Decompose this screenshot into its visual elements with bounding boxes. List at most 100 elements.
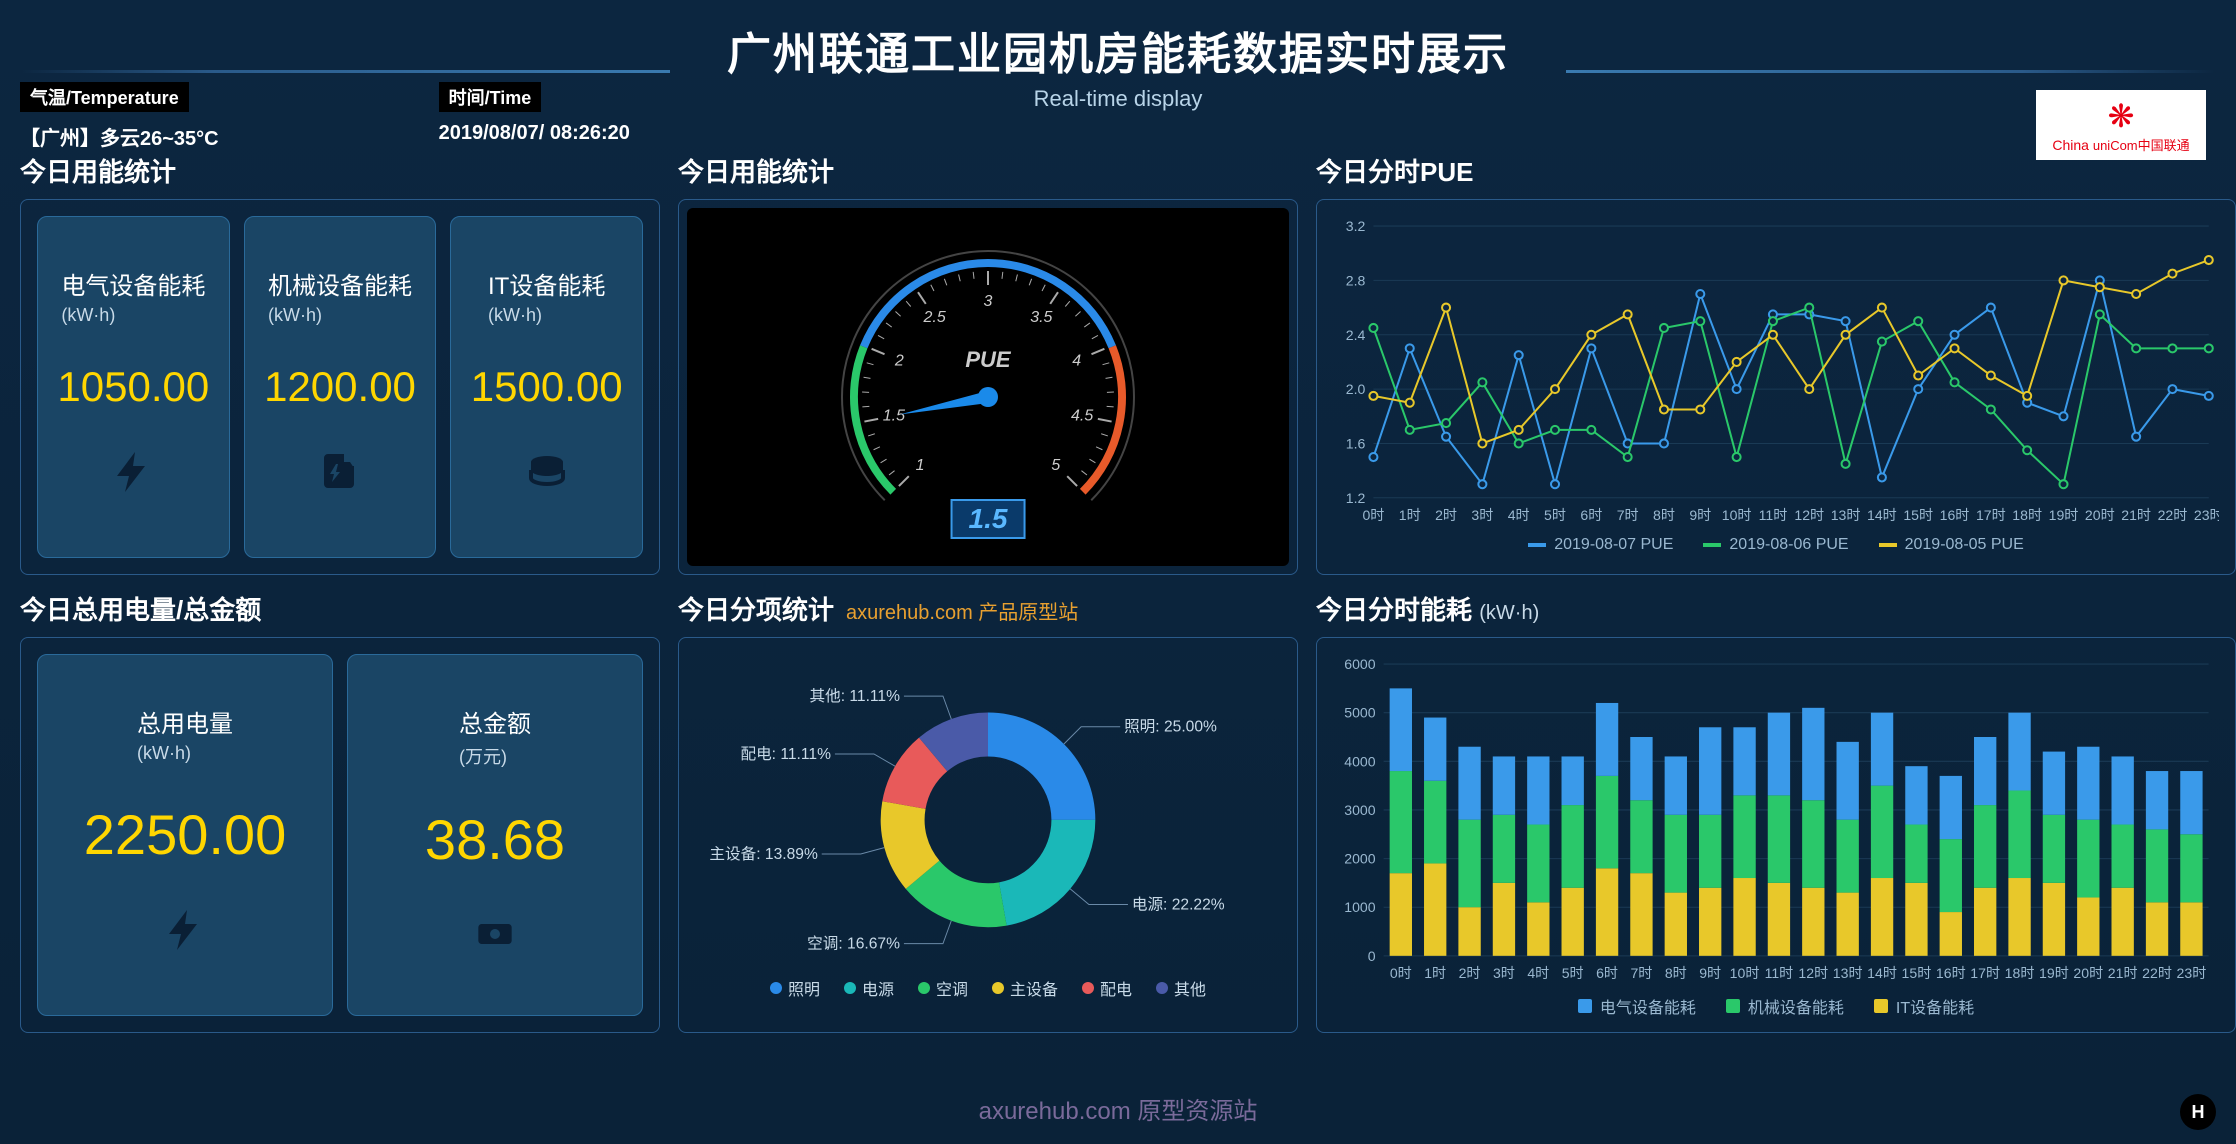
bolt-icon	[161, 906, 209, 966]
brand-logo: ❋ China uniCom中国联通	[2036, 90, 2206, 160]
svg-text:0时: 0时	[1390, 965, 1412, 981]
legend-item: 机械设备能耗	[1726, 994, 1844, 1018]
svg-text:20时: 20时	[2085, 507, 2115, 523]
stat-card: IT设备能耗(kW·h) 1500.00	[450, 216, 643, 558]
page-title: 广州联通工业园机房能耗数据实时展示	[0, 18, 2236, 82]
stat-card: 机械设备能耗(kW·h) 1200.00	[244, 216, 437, 558]
svg-text:5时: 5时	[1544, 507, 1566, 523]
svg-text:8时: 8时	[1665, 965, 1687, 981]
svg-text:5000: 5000	[1344, 705, 1375, 721]
svg-text:1: 1	[916, 457, 925, 474]
svg-text:1.6: 1.6	[1346, 435, 1366, 451]
svg-text:1时: 1时	[1424, 965, 1446, 981]
svg-text:9时: 9时	[1699, 965, 1721, 981]
svg-text:5: 5	[1051, 457, 1060, 474]
svg-text:14时: 14时	[1867, 507, 1897, 523]
svg-text:1时: 1时	[1399, 507, 1421, 523]
svg-text:8时: 8时	[1653, 507, 1675, 523]
svg-text:照明: 25.00%: 照明: 25.00%	[1124, 718, 1217, 736]
svg-text:7时: 7时	[1630, 965, 1652, 981]
gauge-label: PUE	[965, 347, 1010, 373]
svg-text:1.5: 1.5	[883, 408, 905, 425]
svg-text:17时: 17时	[1970, 965, 2000, 981]
svg-text:配电: 11.11%: 配电: 11.11%	[740, 745, 831, 763]
svg-text:2: 2	[894, 352, 904, 369]
svg-text:主设备: 13.89%: 主设备: 13.89%	[709, 845, 818, 863]
svg-text:7时: 7时	[1617, 507, 1639, 523]
stat-card: 总金额(万元) 38.68	[347, 654, 643, 1016]
svg-text:2.4: 2.4	[1346, 327, 1366, 343]
svg-text:3.2: 3.2	[1346, 218, 1366, 234]
svg-text:12时: 12时	[1794, 507, 1824, 523]
svg-text:23时: 23时	[2194, 507, 2219, 523]
svg-text:16时: 16时	[1936, 965, 1966, 981]
svg-text:3000: 3000	[1344, 802, 1375, 818]
svg-text:5时: 5时	[1562, 965, 1584, 981]
svg-text:0: 0	[1368, 948, 1376, 964]
svg-text:21时: 21时	[2121, 507, 2151, 523]
bolt-icon	[109, 448, 157, 508]
svg-text:6000: 6000	[1344, 656, 1375, 672]
legend-item: 电源	[844, 976, 894, 1000]
legend-item: 配电	[1082, 976, 1132, 1000]
svg-text:18时: 18时	[2012, 507, 2042, 523]
svg-text:15时: 15时	[1902, 965, 1932, 981]
time-block: 时间/Time 2019/08/07/ 08:26:20	[439, 82, 630, 151]
temperature-value: 【广州】多云26~35°C	[20, 122, 219, 151]
temperature-label: 气温/Temperature	[20, 82, 189, 112]
charger-icon	[316, 448, 364, 508]
svg-text:3时: 3时	[1493, 965, 1515, 981]
donut-link[interactable]: axurehub.com 产品原型站	[846, 602, 1078, 624]
svg-text:14时: 14时	[1867, 965, 1897, 981]
svg-text:4000: 4000	[1344, 753, 1375, 769]
svg-text:16时: 16时	[1940, 507, 1970, 523]
svg-text:4.5: 4.5	[1071, 408, 1093, 425]
svg-text:18时: 18时	[2005, 965, 2035, 981]
svg-text:1.2: 1.2	[1346, 490, 1366, 506]
panel-hourly-bar: 今日分时能耗 (kW·h) 01000200030004000500060000…	[1316, 590, 2236, 1030]
svg-text:3: 3	[984, 293, 993, 310]
svg-text:10时: 10时	[1730, 965, 1760, 981]
svg-text:23时: 23时	[2177, 965, 2207, 981]
legend-item: 2019-08-05 PUE	[1879, 536, 2024, 554]
svg-text:6时: 6时	[1580, 507, 1602, 523]
panel-totals: 今日总用电量/总金额 总用电量(kW·h) 2250.00 总金额(万元) 38…	[20, 590, 660, 1030]
svg-text:15时: 15时	[1903, 507, 1933, 523]
temperature-block: 气温/Temperature 【广州】多云26~35°C	[20, 82, 219, 151]
panel-gauge: 今日用能统计 11.522.533.544.55 PUE 1.5	[678, 152, 1298, 572]
svg-text:4: 4	[1072, 352, 1081, 369]
stat-card: 总用电量(kW·h) 2250.00	[37, 654, 333, 1016]
legend-item: 电气设备能耗	[1578, 994, 1696, 1018]
panel-donut: 今日分项统计axurehub.com 产品原型站 照明: 25.00%电源: 2…	[678, 590, 1298, 1030]
svg-text:17时: 17时	[1976, 507, 2006, 523]
svg-text:2.5: 2.5	[923, 309, 946, 326]
svg-text:2.0: 2.0	[1346, 381, 1366, 397]
legend-item: 其他	[1156, 976, 1206, 1000]
svg-text:4时: 4时	[1527, 965, 1549, 981]
svg-text:13时: 13时	[1831, 507, 1861, 523]
svg-text:22时: 22时	[2142, 965, 2172, 981]
time-label: 时间/Time	[439, 82, 542, 112]
svg-text:1000: 1000	[1344, 899, 1375, 915]
cash-icon	[467, 911, 523, 966]
svg-text:19时: 19时	[2039, 965, 2069, 981]
panel-pue-line: 今日分时PUE 1.21.62.02.42.83.20时1时2时3时4时5时6时…	[1316, 152, 2236, 572]
svg-text:2时: 2时	[1435, 507, 1457, 523]
svg-text:0时: 0时	[1362, 507, 1384, 523]
svg-text:其他: 11.11%: 其他: 11.11%	[809, 687, 900, 705]
svg-text:12时: 12时	[1798, 965, 1828, 981]
coins-icon	[523, 448, 571, 508]
footer-badge-icon[interactable]: H	[2180, 1094, 2216, 1130]
gauge-readout: 1.5	[951, 499, 1026, 539]
svg-text:6时: 6时	[1596, 965, 1618, 981]
stat-card: 电气设备能耗(kW·h) 1050.00	[37, 216, 230, 558]
legend-item: 2019-08-07 PUE	[1528, 536, 1673, 554]
svg-text:4时: 4时	[1508, 507, 1530, 523]
time-value: 2019/08/07/ 08:26:20	[439, 122, 630, 145]
legend-item: 照明	[770, 976, 820, 1000]
legend-item: IT设备能耗	[1874, 994, 1974, 1018]
svg-text:11时: 11时	[1759, 507, 1788, 523]
svg-text:10时: 10时	[1722, 507, 1752, 523]
svg-text:20时: 20时	[2073, 965, 2103, 981]
svg-text:空调: 16.67%: 空调: 16.67%	[807, 935, 900, 953]
